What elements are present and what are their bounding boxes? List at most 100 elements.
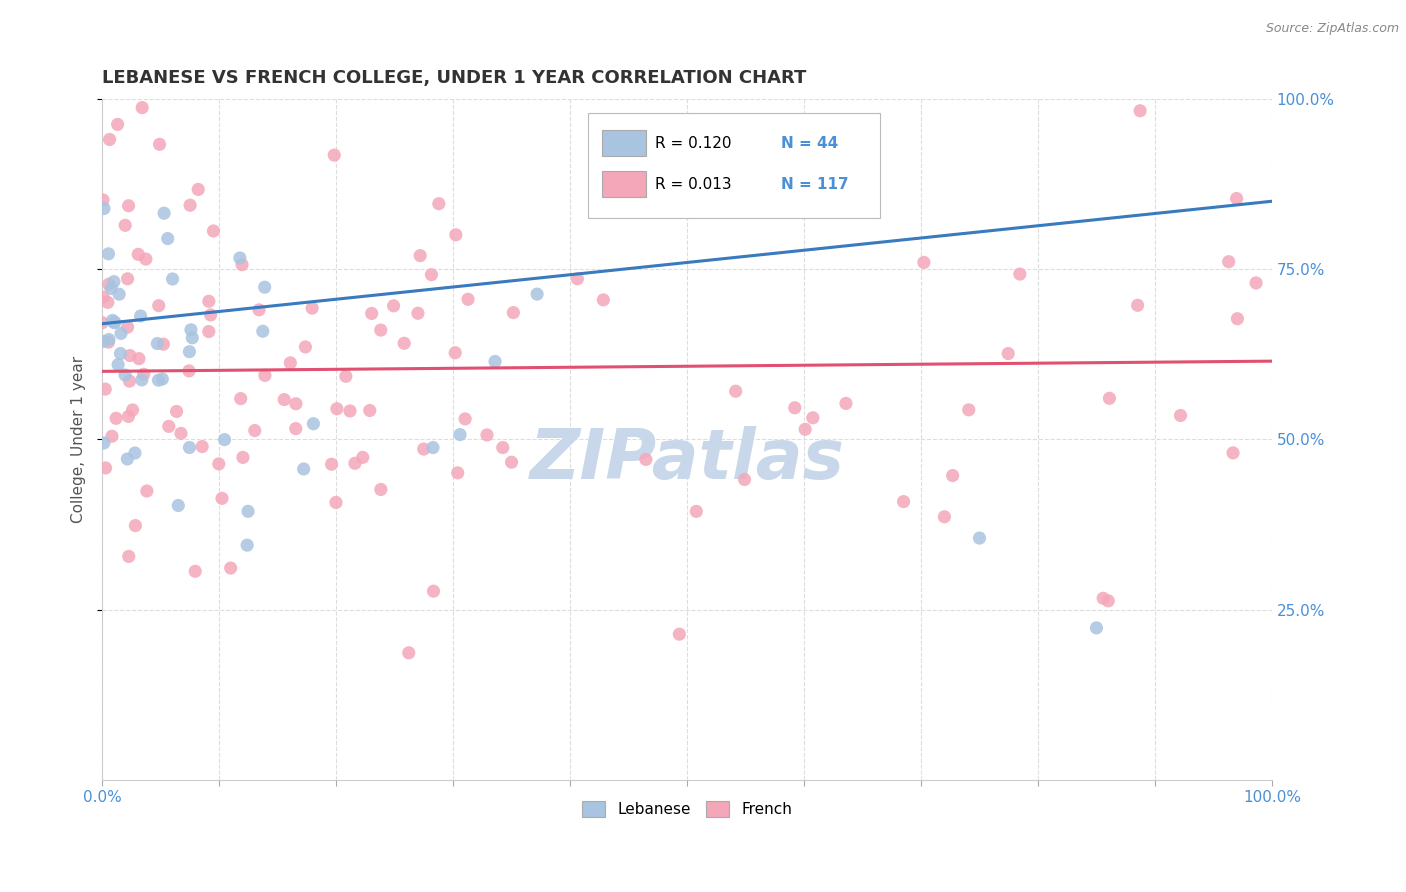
Point [107,358,129,372]
Point [360,306,382,320]
Point [181,331,204,345]
Point [835,396,858,410]
Point [114,368,136,382]
FancyBboxPatch shape [588,112,880,219]
Point [135,252,157,266]
Point [152,337,174,351]
Point [231,258,253,272]
Point [148,137,170,152]
Point [153,206,176,220]
Point [108,287,131,301]
Point [912,255,935,269]
Point [97,295,120,310]
Point [1170,409,1192,423]
Text: R = 0.120: R = 0.120 [655,136,733,151]
Point [284,397,307,411]
Point [444,345,467,359]
Point [339,404,361,418]
Point [127,247,149,261]
Point [427,196,450,211]
Bar [602,130,647,156]
Point [359,403,381,417]
Point [104,315,127,329]
Point [969,531,991,545]
Point [146,336,169,351]
Point [229,251,252,265]
Point [229,392,252,406]
Point [1222,446,1244,460]
Point [129,309,152,323]
Point [801,410,824,425]
Point [208,457,231,471]
Point [783,401,806,415]
Point [1098,392,1121,406]
Point [794,422,817,436]
Point [105,411,128,425]
Point [302,417,325,431]
Point [148,299,170,313]
Point [335,369,357,384]
Point [484,354,506,368]
Point [121,403,143,417]
Point [398,646,420,660]
Point [352,450,374,465]
Point [187,182,209,196]
Y-axis label: College, Under 1 year: College, Under 1 year [72,356,86,523]
Point [198,294,221,309]
Point [117,272,139,286]
Point [117,409,139,424]
Point [93,334,115,349]
Point [957,402,980,417]
Point [162,272,184,286]
Point [321,457,343,471]
Point [93,436,115,450]
Text: R = 0.013: R = 0.013 [655,177,733,192]
Point [135,483,157,498]
Point [1008,267,1031,281]
Point [454,412,477,426]
Point [100,281,122,295]
Point [526,287,548,301]
Text: LEBANESE VS FRENCH COLLEGE, UNDER 1 YEAR CORRELATION CHART: LEBANESE VS FRENCH COLLEGE, UNDER 1 YEAR… [103,69,807,87]
Point [94,461,117,475]
Point [128,351,150,366]
Point [301,301,323,315]
Point [724,384,747,399]
Point [97,333,120,347]
Point [91,290,114,304]
Point [406,306,429,320]
Point [734,472,756,486]
Point [409,249,432,263]
Point [1092,591,1115,606]
Point [170,426,193,441]
Point [323,148,346,162]
Point [997,346,1019,360]
Point [502,305,524,319]
Point [668,627,690,641]
Point [273,392,295,407]
Point [91,316,114,330]
Point [420,268,443,282]
Point [253,280,276,294]
Point [117,320,139,334]
Point [1244,276,1267,290]
Text: N = 44: N = 44 [780,136,838,151]
Point [179,344,201,359]
Point [166,404,188,418]
Point [98,132,121,146]
Point [567,272,589,286]
Bar [602,171,647,197]
Point [685,504,707,518]
Point [180,323,202,337]
Point [101,429,124,443]
Point [1085,621,1108,635]
Point [280,356,302,370]
Point [392,336,415,351]
Point [214,433,236,447]
Point [444,227,467,242]
Point [252,324,274,338]
Point [103,275,125,289]
Point [1226,192,1249,206]
Point [124,446,146,460]
Point [202,224,225,238]
